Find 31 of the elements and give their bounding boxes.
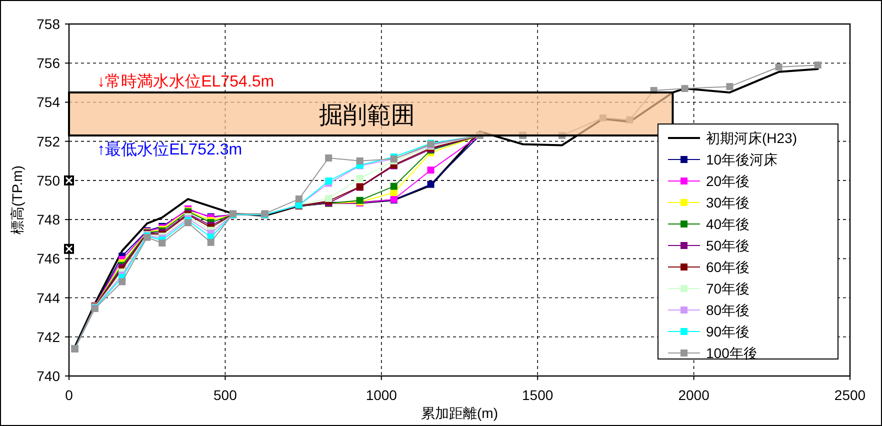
y-tick-label: 742 <box>36 328 60 345</box>
x-tick-label: 1000 <box>366 387 398 403</box>
legend-label: 70年後 <box>706 280 750 296</box>
y-tick-label: 756 <box>36 55 60 72</box>
x-tick-label: 0 <box>65 387 74 403</box>
legend-label: 20年後 <box>706 173 750 189</box>
y-tick-label: 748 <box>36 212 60 228</box>
y-axis-title: 標高(TP.m) <box>9 166 25 234</box>
x-tick-label: 2500 <box>834 387 866 403</box>
y-tick-label: 750 <box>36 172 60 188</box>
legend-label: 90年後 <box>706 324 750 340</box>
legend-label: 50年後 <box>706 238 750 254</box>
legend-label: 初期河床(H23) <box>706 130 798 146</box>
annotation: ↑最低水位EL752.3m <box>97 140 242 158</box>
legend-label: 60年後 <box>706 259 750 275</box>
y-tick-label: 752 <box>36 133 60 150</box>
y-tick-label: 740 <box>36 368 60 384</box>
y-tick-label: 746 <box>36 250 60 267</box>
y-tick-label: 744 <box>36 290 60 306</box>
y-tick-label: 754 <box>36 94 60 110</box>
legend-label: 10年後河床 <box>706 152 778 168</box>
y-tick-label: 758 <box>36 16 60 32</box>
legend-label: 80年後 <box>706 302 750 318</box>
annotation: ↓常時満水水位EL754.5m <box>97 72 274 90</box>
x-tick-label: 500 <box>214 387 238 403</box>
band-label: 掘削範囲 <box>319 102 415 129</box>
legend-label: 30年後 <box>706 194 750 210</box>
x-axis-title: 累加距離(m) <box>421 405 498 421</box>
x-tick-label: 2000 <box>678 387 710 403</box>
x-tick-label: 1500 <box>522 387 554 403</box>
legend-label: 40年後 <box>706 216 750 232</box>
